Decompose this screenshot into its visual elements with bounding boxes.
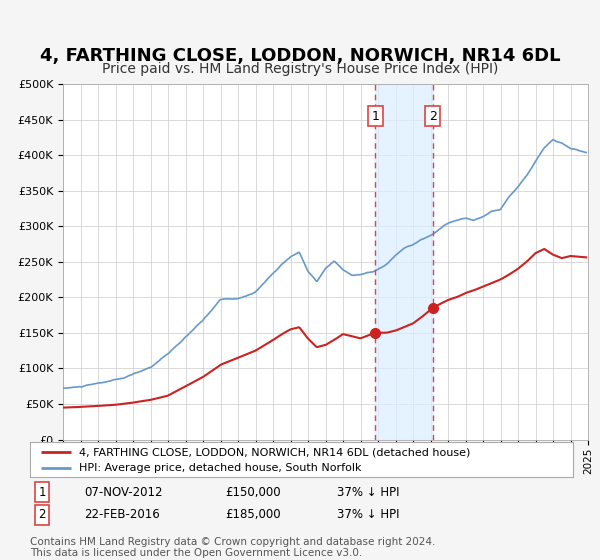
Text: 22-FEB-2016: 22-FEB-2016	[85, 508, 160, 521]
Text: HPI: Average price, detached house, South Norfolk: HPI: Average price, detached house, Sout…	[79, 464, 361, 473]
Text: 1: 1	[371, 110, 379, 123]
Text: 1: 1	[38, 486, 46, 499]
Text: 4, FARTHING CLOSE, LODDON, NORWICH, NR14 6DL (detached house): 4, FARTHING CLOSE, LODDON, NORWICH, NR14…	[79, 447, 470, 457]
Text: Price paid vs. HM Land Registry's House Price Index (HPI): Price paid vs. HM Land Registry's House …	[102, 62, 498, 76]
Bar	[376, 84, 433, 440]
Text: 37% ↓ HPI: 37% ↓ HPI	[337, 486, 399, 499]
Text: Contains HM Land Registry data © Crown copyright and database right 2024.
This d: Contains HM Land Registry data © Crown c…	[30, 537, 436, 558]
Text: £150,000: £150,000	[226, 486, 281, 499]
Text: 2: 2	[429, 110, 437, 123]
Text: 37% ↓ HPI: 37% ↓ HPI	[337, 508, 399, 521]
Text: 2: 2	[38, 508, 46, 521]
Text: 07-NOV-2012: 07-NOV-2012	[85, 486, 163, 499]
Text: 4, FARTHING CLOSE, LODDON, NORWICH, NR14 6DL: 4, FARTHING CLOSE, LODDON, NORWICH, NR14…	[40, 47, 560, 65]
Text: £185,000: £185,000	[226, 508, 281, 521]
